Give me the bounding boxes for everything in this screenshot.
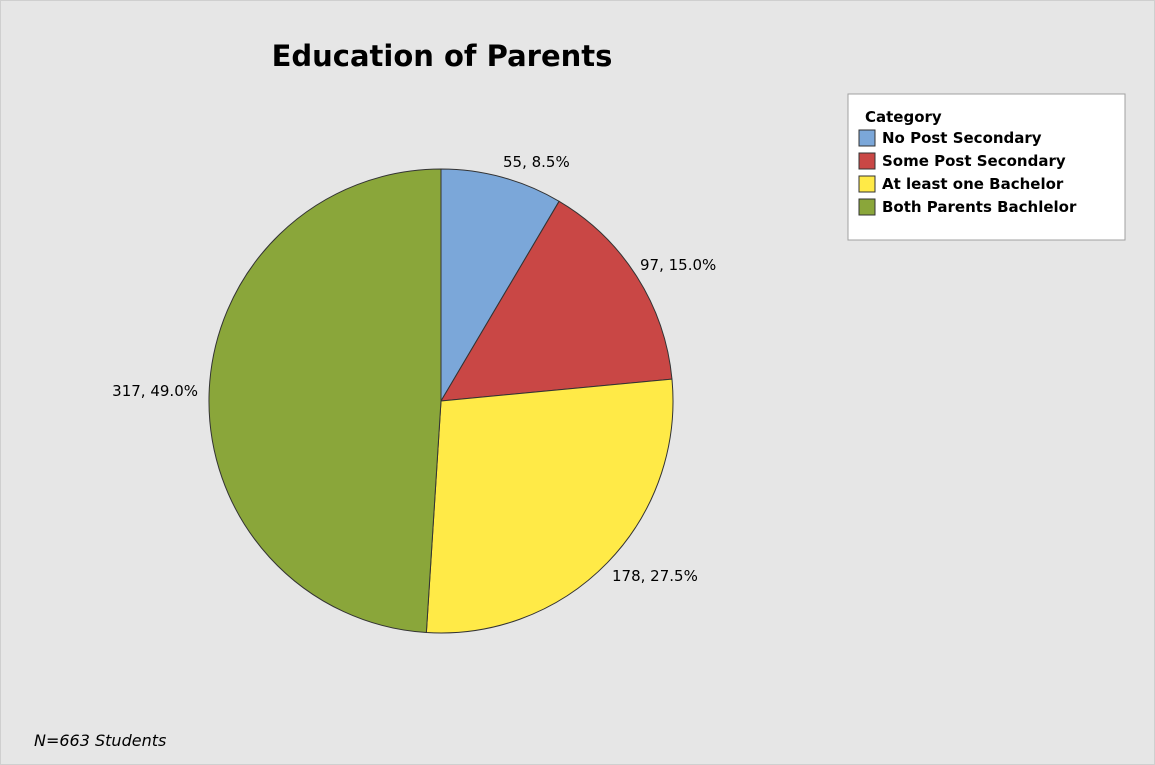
legend-items: No Post Secondary Some Post Secondary At l… bbox=[858, 129, 1077, 216]
pie-slice-both-parents-bachlelor bbox=[208, 168, 442, 634]
footnote: N=663 Students bbox=[34, 731, 166, 750]
chart-title: Education of Parents bbox=[272, 39, 613, 73]
pie-slices bbox=[208, 168, 674, 634]
legend-label-both-parents-bachlelor: Both Parents Bachlelor bbox=[882, 198, 1077, 216]
legend-swatch-at-least-one-bachelor bbox=[858, 175, 876, 193]
pie-slice-no-post-secondary bbox=[440, 168, 560, 402]
slice-label-at-least-one-bachelor: 178, 27.5% bbox=[612, 567, 698, 585]
slice-labels: 55, 8.5% 97, 15.0% 178, 27.5% 317, 49.0% bbox=[112, 153, 716, 585]
legend-label-at-least-one-bachelor: At least one Bachelor bbox=[882, 175, 1064, 193]
legend-swatch-both-parents-bachlelor bbox=[858, 198, 876, 216]
slice-label-no-post-secondary: 55, 8.5% bbox=[503, 153, 570, 171]
slice-label-some-post-secondary: 97, 15.0% bbox=[640, 256, 716, 274]
slice-label-both-parents-bachlelor: 317, 49.0% bbox=[112, 382, 198, 400]
legend-swatch-no-post-secondary bbox=[858, 129, 876, 147]
legend-swatch-some-post-secondary bbox=[858, 152, 876, 170]
legend-box bbox=[847, 93, 1126, 241]
pie-slice-at-least-one-bachelor bbox=[425, 378, 674, 634]
pie-slice-some-post-secondary bbox=[440, 200, 673, 402]
legend-label-some-post-secondary: Some Post Secondary bbox=[882, 152, 1066, 170]
legend-label-no-post-secondary: No Post Secondary bbox=[882, 129, 1042, 147]
legend: Category No Post Secondary Some Post Seco… bbox=[847, 93, 1126, 241]
legend-title: Category bbox=[865, 108, 942, 126]
